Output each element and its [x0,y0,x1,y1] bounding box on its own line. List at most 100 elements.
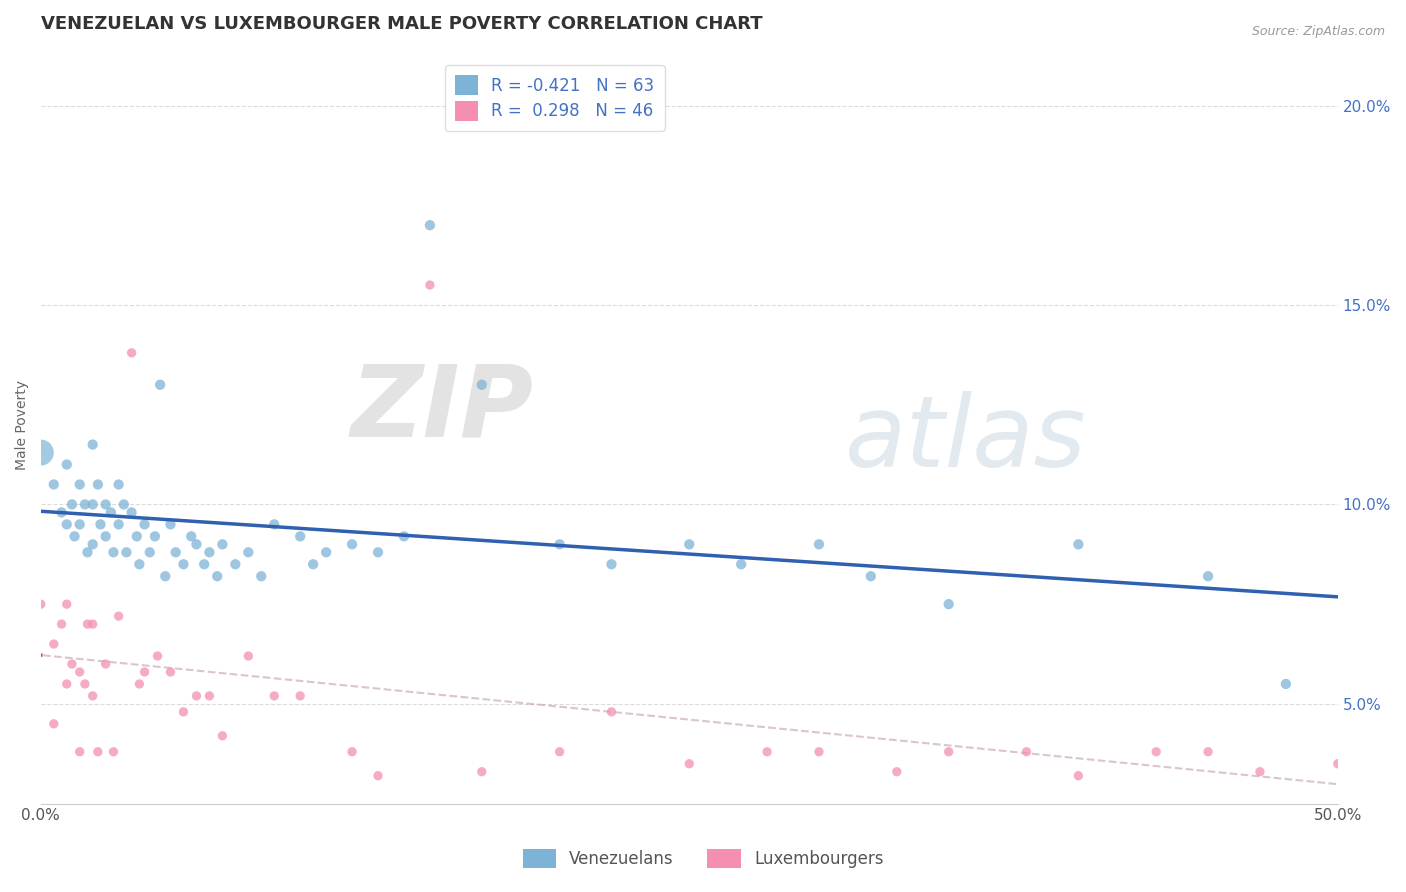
Point [94,529,117,543]
Point [211,729,233,743]
Point [55,517,77,532]
Point [159,517,181,532]
Point [419,218,441,232]
Point [100,505,122,519]
Point [103,545,125,559]
Point [471,764,494,779]
Point [30,445,52,459]
Legend: Venezuelans, Luxembourgers: Venezuelans, Luxembourgers [516,842,890,875]
Point [76,545,98,559]
Point [165,545,187,559]
Point [807,537,830,551]
Point [263,689,285,703]
Point [89,517,111,532]
Text: ZIP: ZIP [350,361,534,458]
Point [107,477,129,491]
Point [60,657,83,671]
Point [87,745,110,759]
Point [263,517,285,532]
Legend: R = -0.421   N = 63, R =  0.298   N = 46: R = -0.421 N = 63, R = 0.298 N = 46 [444,65,665,130]
Text: Source: ZipAtlas.com: Source: ZipAtlas.com [1251,25,1385,38]
Point [186,689,208,703]
Point [82,537,104,551]
Point [55,458,77,472]
Point [76,617,98,632]
Point [250,569,273,583]
Point [115,545,138,559]
Point [73,677,96,691]
Point [1144,745,1167,759]
Point [112,498,135,512]
Point [139,545,162,559]
Point [121,505,143,519]
Point [42,637,65,651]
Point [1067,769,1090,783]
Point [290,529,312,543]
Point [193,558,215,572]
Text: atlas: atlas [845,392,1087,488]
Point [107,517,129,532]
Point [63,529,86,543]
Point [172,705,194,719]
Point [128,558,150,572]
Point [134,517,156,532]
Point [55,597,77,611]
Point [69,745,91,759]
Point [51,505,73,519]
Point [340,537,363,551]
Point [340,745,363,759]
Point [807,745,830,759]
Point [143,529,166,543]
Point [367,769,389,783]
Point [69,517,91,532]
Point [82,498,104,512]
Point [55,677,77,691]
Point [198,689,221,703]
Point [730,558,752,572]
Point [205,569,228,583]
Point [471,377,494,392]
Point [73,498,96,512]
Point [60,498,83,512]
Point [859,569,882,583]
Point [938,745,960,759]
Point [224,558,246,572]
Point [128,677,150,691]
Point [367,545,389,559]
Point [600,558,623,572]
Point [1015,745,1038,759]
Point [238,648,260,663]
Point [548,537,571,551]
Point [678,756,700,771]
Point [302,558,325,572]
Point [155,569,177,583]
Point [315,545,337,559]
Point [42,477,65,491]
Point [1326,756,1348,771]
Point [1249,764,1271,779]
Text: VENEZUELAN VS LUXEMBOURGER MALE POVERTY CORRELATION CHART: VENEZUELAN VS LUXEMBOURGER MALE POVERTY … [41,15,762,33]
Point [146,648,169,663]
Point [69,477,91,491]
Point [678,537,700,551]
Point [1067,537,1090,551]
Point [198,545,221,559]
Point [121,346,143,360]
Point [886,764,908,779]
Point [1197,745,1219,759]
Point [1275,677,1298,691]
Point [159,665,181,679]
Point [180,529,202,543]
Point [548,745,571,759]
Point [82,437,104,451]
Point [756,745,779,759]
Point [69,665,91,679]
Point [392,529,415,543]
Point [419,278,441,293]
Point [103,745,125,759]
Point [938,597,960,611]
Point [1197,569,1219,583]
Point [125,529,148,543]
Point [600,705,623,719]
Point [134,665,156,679]
